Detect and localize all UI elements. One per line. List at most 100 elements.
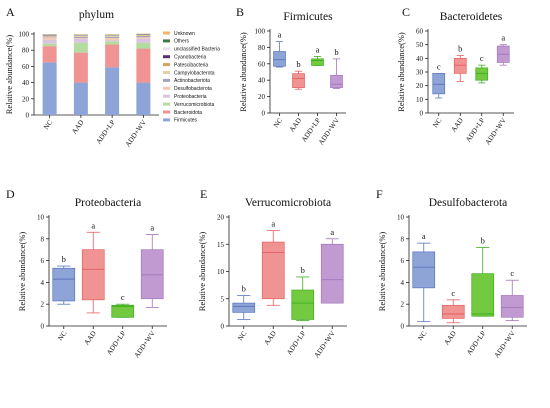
- bar-segment: [105, 36, 120, 37]
- bar-segment: [42, 37, 57, 40]
- panel-letter: C: [402, 5, 410, 19]
- bar-segment: [105, 67, 120, 115]
- significance-letter: b: [334, 47, 338, 57]
- bar-segment: [73, 42, 88, 53]
- chart-title: Verrucomicrobiota: [245, 197, 331, 209]
- legend-swatch: [163, 118, 170, 122]
- chart-title: Proteobacteria: [75, 197, 141, 209]
- panel-letter: A: [6, 5, 15, 19]
- bar-segment: [73, 38, 88, 39]
- x-tick-label: NC: [431, 116, 443, 129]
- significance-letter: b: [296, 59, 300, 69]
- significance-letter: a: [150, 222, 154, 232]
- significance-letter: a: [91, 220, 95, 230]
- bar-segment: [136, 36, 151, 38]
- y-axis-label: Relative abundance(%): [396, 32, 406, 112]
- y-tick-label: 15: [217, 241, 225, 249]
- panel-e: E Verrucomicrobiota Relative abundance(%) 0…: [197, 187, 347, 359]
- y-tick-label: 0: [41, 323, 45, 331]
- chart-title: Desulfobacterota: [429, 197, 508, 209]
- x-tick-label: ADD+WV: [133, 330, 157, 360]
- panel-d: D Proteobacteria Relative abundance(%) 0 2 4 6…: [6, 187, 167, 359]
- bar-segment: [73, 82, 88, 115]
- y-axis-label: Relative abundance(%): [4, 35, 14, 115]
- y-tick-label: 0: [26, 112, 30, 120]
- box: [111, 304, 135, 318]
- box: [500, 295, 524, 318]
- bar-segment: [73, 36, 88, 39]
- y-tick-label: 4: [401, 279, 405, 287]
- significance-letter: a: [271, 219, 275, 229]
- box: [273, 51, 286, 67]
- legend-swatch: [163, 86, 170, 90]
- legend-entry: Bacteroidota: [174, 110, 202, 116]
- chart-title: phylum: [79, 9, 114, 21]
- y-tick-label: 2: [41, 301, 45, 309]
- legend-swatch: [163, 39, 170, 43]
- significance-letter: a: [422, 231, 426, 241]
- y-axis-label: Relative abundance(%): [197, 232, 207, 312]
- panel-f: F Desulfobacterota Relative abundance(%) 0 2…: [376, 187, 527, 359]
- y-tick-label: 60: [258, 60, 266, 68]
- significance-letter: a: [330, 227, 334, 237]
- significance-letter: a: [278, 30, 282, 40]
- y-tick-label: 0: [401, 323, 405, 331]
- panel-letter: B: [236, 5, 244, 19]
- x-tick-label: AAD: [83, 330, 98, 347]
- x-tick-label: AAD: [70, 119, 85, 136]
- bar-segment: [136, 42, 151, 49]
- legend-entry: Cyanobacteria: [174, 55, 206, 61]
- legend-swatch: [163, 31, 170, 35]
- bar-segment: [42, 43, 57, 47]
- legend-swatch: [163, 94, 170, 98]
- chart-title: Firmicutes: [283, 11, 333, 23]
- box: [453, 57, 467, 74]
- significance-letter: b: [62, 254, 66, 264]
- legend-entry: unclassified Bacteria: [174, 47, 220, 53]
- x-tick-label: ADD+LP: [464, 116, 486, 143]
- legend-entry: Unknown: [174, 31, 195, 37]
- y-tick-label: 60: [22, 63, 30, 71]
- significance-letter: b: [301, 265, 305, 275]
- legend-entry: Actinobacteriota: [174, 78, 210, 84]
- significance-letter: b: [458, 44, 462, 54]
- x-tick-label: NC: [272, 116, 284, 129]
- y-tick-label: 50: [416, 41, 424, 49]
- bar-segment: [136, 48, 151, 83]
- y-axis-label: Relative abundance(%): [377, 232, 387, 312]
- bar-segment: [105, 40, 120, 42]
- bar-segment: [136, 35, 151, 37]
- box: [140, 249, 164, 300]
- box: [330, 74, 343, 88]
- significance-letter: c: [437, 61, 441, 71]
- legend-entry: Campylobacterota: [174, 70, 215, 76]
- y-tick-label: 10: [397, 214, 405, 222]
- box: [52, 267, 76, 302]
- legend-entry: Firmicutes: [174, 118, 198, 124]
- y-tick-label: 2: [401, 301, 405, 309]
- x-tick-label: AAD: [263, 330, 278, 347]
- y-tick-label: 20: [258, 93, 266, 101]
- panel-letter: F: [376, 187, 383, 201]
- y-tick-label: 6: [41, 257, 45, 265]
- y-tick-label: 40: [416, 55, 424, 63]
- box: [475, 67, 489, 81]
- bar-segment: [136, 82, 151, 115]
- significance-letter: c: [121, 292, 125, 302]
- bar-segment: [136, 38, 151, 43]
- y-tick-label: 30: [416, 69, 424, 77]
- chart-title: Bacteroidetes: [440, 11, 503, 23]
- bar-segment: [73, 38, 88, 43]
- x-tick-label: ADD+WV: [124, 119, 148, 149]
- significance-letter: c: [480, 53, 484, 63]
- bar-segment: [105, 36, 120, 39]
- y-tick-label: 0: [221, 323, 225, 331]
- legend-entry: Proteobacteria: [174, 94, 207, 100]
- y-axis-label: Relative abundance(%): [17, 232, 27, 312]
- legend-swatch: [163, 55, 170, 59]
- panel-letter: D: [6, 187, 15, 201]
- x-tick-label: NC: [416, 329, 428, 342]
- y-tick-label: 8: [41, 235, 45, 243]
